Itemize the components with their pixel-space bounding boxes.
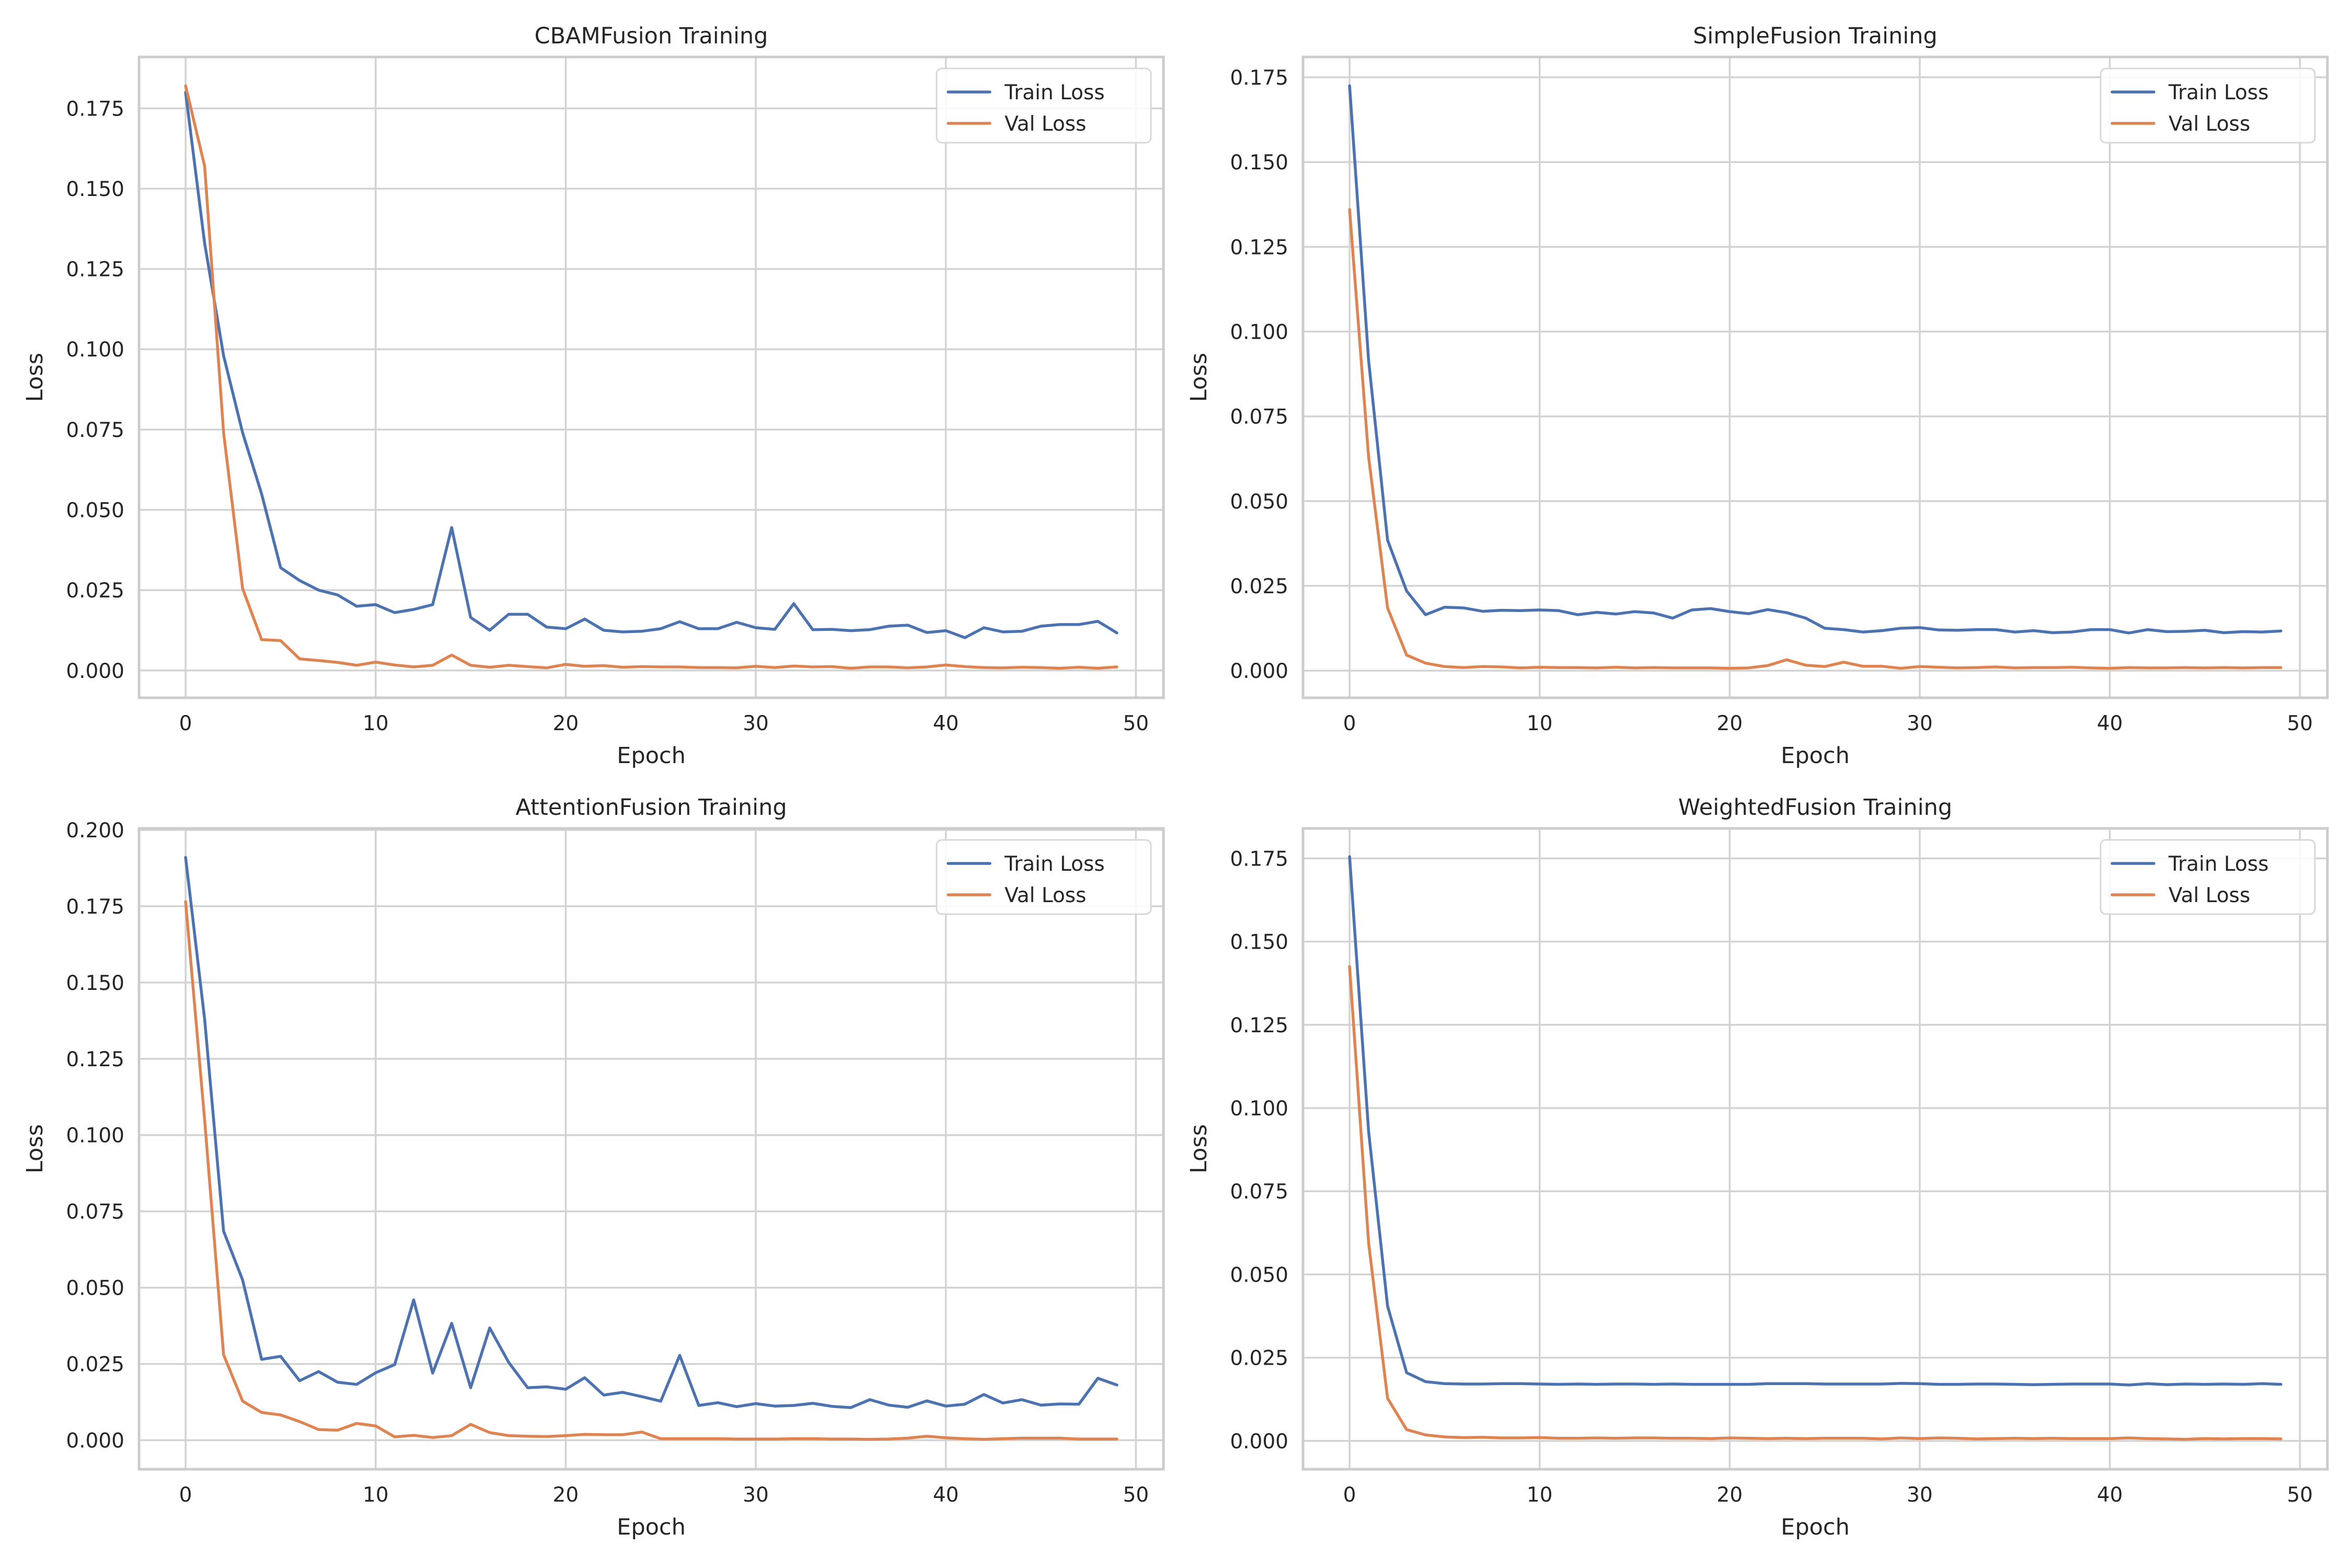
legend-val-label: Val Loss (1005, 112, 1086, 136)
x-tick-label: 50 (2287, 712, 2313, 735)
chart-panel-2: 0 10 20 30 40 50 0.000 0.025 0.050 0.075 0.100 0.12… (1186, 23, 2329, 769)
val-loss-line (184, 900, 1119, 1441)
x-tick-label: 10 (363, 712, 389, 735)
legend: Train Loss Val Loss (2100, 839, 2316, 915)
y-tick-label: 0.075 (66, 1201, 124, 1224)
x-tick-label: 0 (1343, 712, 1356, 735)
legend: Train Loss Val Loss (2100, 67, 2316, 144)
y-tick-label: 0.000 (1230, 660, 1288, 683)
plot-frame (137, 827, 1165, 1471)
chart-panel-4: 0 10 20 30 40 50 0.000 0.025 0.050 0.075 0.100 0.12… (1186, 794, 2329, 1540)
plot-frame (1301, 55, 2329, 699)
x-tick-label: 20 (553, 712, 579, 735)
train-loss-line (184, 856, 1119, 1409)
x-tick-label: 30 (743, 1483, 769, 1507)
chart-panel-3: 0 10 20 30 40 50 0.000 0.025 0.050 0.075 0.100 0.12… (22, 794, 1165, 1540)
y-tick-label: 0.150 (66, 178, 124, 201)
legend: Train Loss Val Loss (936, 839, 1152, 915)
y-tick-label: 0.025 (66, 579, 124, 603)
x-tick-label: 10 (363, 1483, 389, 1507)
y-tick-label: 0.100 (66, 1124, 124, 1148)
val-loss-line (1348, 208, 2282, 670)
x-tick-label: 30 (743, 712, 769, 735)
chart-title: WeightedFusion Training (1678, 794, 1952, 821)
legend-train-label: Train Loss (2168, 852, 2269, 876)
y-tick-label: 0.150 (1230, 151, 1288, 175)
y-tick-label: 0.075 (66, 419, 124, 442)
x-tick-label: 0 (1343, 1483, 1356, 1507)
x-tick-label: 0 (179, 1483, 192, 1507)
x-tick-label: 40 (2097, 712, 2123, 735)
y-tick-label: 0.050 (1230, 490, 1288, 514)
x-axis-label: Epoch (617, 1514, 686, 1540)
train-loss-line (1348, 855, 2282, 1387)
x-tick-label: 20 (1717, 1483, 1743, 1507)
y-tick-label: 0.175 (1230, 66, 1288, 90)
train-loss-line (184, 90, 1119, 639)
x-tick-label: 20 (1717, 712, 1743, 735)
legend-train-label: Train Loss (1004, 852, 1105, 876)
plot-frame (1301, 827, 2329, 1471)
y-tick-label: 0.125 (66, 258, 124, 282)
y-axis-label: Loss (1186, 1124, 1212, 1173)
chart-title: SimpleFusion Training (1693, 23, 1938, 49)
val-loss-line (184, 84, 1119, 670)
y-tick-label: 0.175 (1230, 847, 1288, 871)
legend: Train Loss Val Loss (936, 67, 1152, 144)
legend-train-label: Train Loss (2168, 81, 2269, 105)
y-tick-label: 0.000 (66, 1429, 124, 1453)
x-tick-label: 50 (1123, 712, 1149, 735)
y-tick-label: 0.050 (66, 499, 124, 522)
y-tick-label: 0.125 (1230, 1014, 1288, 1037)
y-tick-label: 0.075 (1230, 1180, 1288, 1204)
y-tick-label: 0.050 (1230, 1263, 1288, 1287)
y-tick-label: 0.050 (66, 1277, 124, 1300)
legend-val-label: Val Loss (1005, 884, 1086, 907)
x-tick-label: 50 (2287, 1483, 2313, 1507)
x-axis-label: Epoch (1781, 1514, 1850, 1540)
y-tick-label: 0.100 (1230, 1097, 1288, 1121)
legend-val-label: Val Loss (2169, 112, 2250, 136)
y-tick-label: 0.000 (1230, 1430, 1288, 1454)
y-tick-label: 0.025 (1230, 1347, 1288, 1370)
x-tick-label: 40 (2097, 1483, 2123, 1507)
x-tick-label: 10 (1527, 712, 1553, 735)
chart-title: CBAMFusion Training (535, 23, 768, 49)
val-loss-line (1348, 965, 2282, 1441)
chart-title: AttentionFusion Training (515, 794, 787, 821)
x-tick-label: 10 (1527, 1483, 1553, 1507)
plot-frame (137, 55, 1165, 699)
y-axis-label: Loss (22, 1124, 48, 1173)
x-tick-label: 40 (933, 712, 959, 735)
y-tick-label: 0.125 (66, 1048, 124, 1071)
y-tick-label: 0.175 (66, 895, 124, 919)
chart-panel-1: 0 10 20 30 40 50 0.000 0.025 0.050 0.075 0.100 0.12… (22, 23, 1165, 769)
y-tick-label: 0.075 (1230, 406, 1288, 429)
y-tick-label: 0.100 (1230, 320, 1288, 344)
train-loss-line (1348, 84, 2282, 635)
y-tick-label: 0.100 (66, 338, 124, 362)
y-tick-label: 0.175 (66, 97, 124, 121)
y-tick-label: 0.150 (1230, 931, 1288, 954)
x-tick-label: 20 (553, 1483, 579, 1507)
x-tick-label: 30 (1907, 1483, 1933, 1507)
y-axis-label: Loss (22, 353, 48, 402)
x-tick-label: 40 (933, 1483, 959, 1507)
x-axis-label: Epoch (1781, 743, 1850, 769)
y-tick-label: 0.000 (66, 660, 124, 683)
legend-val-label: Val Loss (2169, 884, 2250, 907)
y-tick-label: 0.125 (1230, 236, 1288, 259)
x-tick-label: 30 (1907, 712, 1933, 735)
legend-train-label: Train Loss (1004, 81, 1105, 105)
y-tick-label: 0.200 (66, 819, 124, 843)
x-axis-label: Epoch (617, 743, 686, 769)
y-tick-label: 0.150 (66, 972, 124, 995)
x-tick-label: 50 (1123, 1483, 1149, 1507)
y-tick-label: 0.025 (1230, 575, 1288, 598)
x-tick-label: 0 (179, 712, 192, 735)
y-axis-label: Loss (1186, 353, 1212, 402)
y-tick-label: 0.025 (66, 1353, 124, 1377)
